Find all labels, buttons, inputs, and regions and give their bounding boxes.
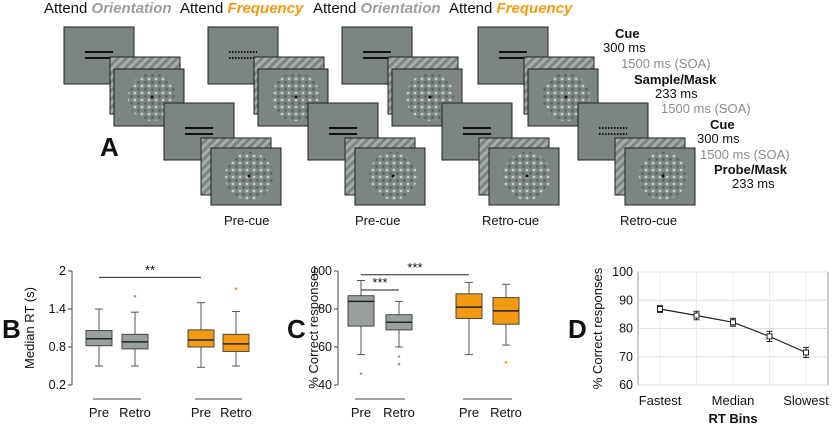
x-tick-label: Pre xyxy=(351,405,371,420)
dimension-frequency: Frequency xyxy=(227,0,304,17)
box xyxy=(187,329,215,348)
attend-word: Attend xyxy=(313,0,357,17)
fixation-dot xyxy=(428,95,432,99)
y-axis-label: % Correct responses xyxy=(590,267,605,389)
outlier xyxy=(504,360,508,364)
y-tick-label: 100 xyxy=(311,264,332,278)
y-axis-label: % Correct responses xyxy=(306,267,321,389)
attend-word: Attend xyxy=(44,0,88,17)
outlier xyxy=(359,372,363,375)
data-point xyxy=(730,319,736,326)
fixation-dot xyxy=(247,174,251,178)
x-tick-label: Median xyxy=(712,393,755,408)
data-point xyxy=(657,306,663,313)
timeline-soa2: 1500 ms (SOA) xyxy=(661,101,751,116)
outlier xyxy=(133,295,137,298)
timeline-probe-title: Probe/Mask xyxy=(714,162,787,177)
fixation-dot xyxy=(391,174,395,178)
dimension-orientation: Orientation xyxy=(360,0,441,17)
box xyxy=(222,333,250,352)
y-tick-label: 60 xyxy=(318,340,332,354)
header-condition-2: Attend Frequency xyxy=(180,0,303,17)
x-tick-label: Fastest xyxy=(639,393,682,408)
x-tick-label: Pre xyxy=(191,405,211,420)
y-tick-label: 0.8 xyxy=(49,340,66,354)
y-tick-label: 80 xyxy=(318,302,332,316)
chart-b-median-rt: Median RT (s) 0.2 0.8 1.4 2 Pre Retro Pre Retro *… xyxy=(22,262,252,420)
x-tick-label: Retro xyxy=(220,405,252,420)
outlier xyxy=(234,287,238,291)
panel-letter-c: C xyxy=(287,314,306,344)
timeline-sample-duration: 233 ms xyxy=(655,86,698,101)
data-point xyxy=(693,312,700,319)
timeline-soa3: 1500 ms (SOA) xyxy=(700,147,790,162)
significance-label: *** xyxy=(407,260,422,275)
header-condition-4: Attend Frequency xyxy=(449,0,572,17)
outlier xyxy=(397,362,401,366)
y-axis-label: Median RT (s) xyxy=(22,287,37,369)
significance-label: *** xyxy=(372,275,387,290)
cue-label: Retro-cue xyxy=(482,213,540,228)
y-tick-label: 40 xyxy=(318,378,332,392)
data-point xyxy=(803,349,809,356)
y-tick-label: 100 xyxy=(612,265,633,279)
panel-letter-d: D xyxy=(568,314,587,344)
x-tick-label: Pre xyxy=(459,405,479,420)
y-tick-label: 2 xyxy=(59,264,66,278)
dimension-orientation: Orientation xyxy=(91,0,172,17)
dimension-frequency: Frequency xyxy=(496,0,573,17)
box xyxy=(455,293,483,319)
x-tick-label: Retro xyxy=(383,405,415,420)
timeline-cue2-duration: 300 ms xyxy=(697,131,740,146)
timeline-soa1: 1500 ms (SOA) xyxy=(621,56,711,71)
x-axis-label: RT Bins xyxy=(708,411,757,426)
x-tick-label: Slowest xyxy=(783,393,829,408)
timeline-cue2-title: Cue xyxy=(710,117,735,132)
x-tick-label: Retro xyxy=(119,405,151,420)
trial-screens xyxy=(63,26,696,206)
y-tick-label: 80 xyxy=(619,322,633,336)
y-tick-label: 60 xyxy=(619,378,633,392)
y-tick-label: 70 xyxy=(619,350,633,364)
header-condition-1: Attend Orientation xyxy=(44,0,172,17)
significance-label: ** xyxy=(145,262,155,277)
timeline-cue1-title: Cue xyxy=(615,26,640,41)
attend-word: Attend xyxy=(180,0,224,17)
fixation-dot xyxy=(525,174,529,178)
y-tick-label: 90 xyxy=(619,293,633,307)
cue-label: Pre-cue xyxy=(355,213,401,228)
y-tick-label: 1.4 xyxy=(49,302,66,316)
panel-letter-b: B xyxy=(2,314,21,344)
y-tick-label: 0.2 xyxy=(49,378,66,392)
fixation-dot xyxy=(294,95,298,99)
fixation-dot xyxy=(150,95,154,99)
fixation-dot xyxy=(564,95,568,99)
fixation-dot xyxy=(661,174,665,178)
attend-word: Attend xyxy=(449,0,493,17)
header-condition-3: Attend Orientation xyxy=(313,0,441,17)
x-tick-label: Pre xyxy=(89,405,109,420)
outlier xyxy=(397,355,401,358)
timeline-probe-duration: 233 ms xyxy=(732,176,775,191)
data-point xyxy=(766,333,773,340)
x-tick-label: Retro xyxy=(490,405,522,420)
timeline-sample-title: Sample/Mask xyxy=(634,72,717,87)
box xyxy=(347,295,375,327)
panel-letter-a: A xyxy=(100,132,119,162)
cue-label: Retro-cue xyxy=(620,213,678,228)
cue-label: Pre-cue xyxy=(224,213,270,228)
timeline-cue1-duration: 300 ms xyxy=(603,40,646,55)
chart-d-rt-bins: 60 70 80 90 100 % Correct responses Fastest Med… xyxy=(590,265,829,426)
